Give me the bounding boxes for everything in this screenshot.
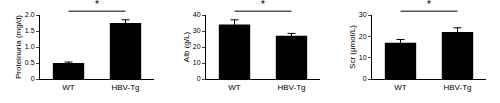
svg-text:Proteinuria (mg/d): Proteinuria (mg/d)	[14, 15, 23, 79]
svg-text:30: 30	[193, 27, 201, 34]
svg-text:2.0: 2.0	[25, 11, 35, 18]
svg-text:0: 0	[197, 75, 201, 82]
svg-text:*: *	[427, 0, 431, 10]
svg-text:HBV-Tg: HBV-Tg	[277, 83, 305, 92]
svg-text:40: 40	[193, 11, 201, 18]
svg-text:WT: WT	[62, 83, 75, 92]
svg-text:WT: WT	[394, 83, 407, 92]
svg-text:HBV-Tg: HBV-Tg	[111, 83, 139, 92]
svg-text:10: 10	[359, 54, 367, 61]
svg-text:WT: WT	[228, 83, 241, 92]
svg-text:0: 0	[31, 75, 35, 82]
svg-text:Alb (g/L): Alb (g/L)	[182, 32, 191, 63]
svg-text:20: 20	[359, 33, 367, 40]
svg-text:10: 10	[193, 59, 201, 66]
svg-text:1.5: 1.5	[25, 27, 35, 34]
svg-text:Scr (μmol/L): Scr (μmol/L)	[348, 25, 357, 69]
svg-text:20: 20	[193, 43, 201, 50]
svg-text:HBV-Tg: HBV-Tg	[443, 83, 471, 92]
svg-text:0: 0	[363, 75, 367, 82]
svg-text:0.5: 0.5	[25, 59, 35, 66]
svg-text:*: *	[95, 0, 99, 10]
svg-text:30: 30	[359, 11, 367, 18]
svg-text:*: *	[261, 0, 265, 10]
svg-text:1.0: 1.0	[25, 43, 35, 50]
